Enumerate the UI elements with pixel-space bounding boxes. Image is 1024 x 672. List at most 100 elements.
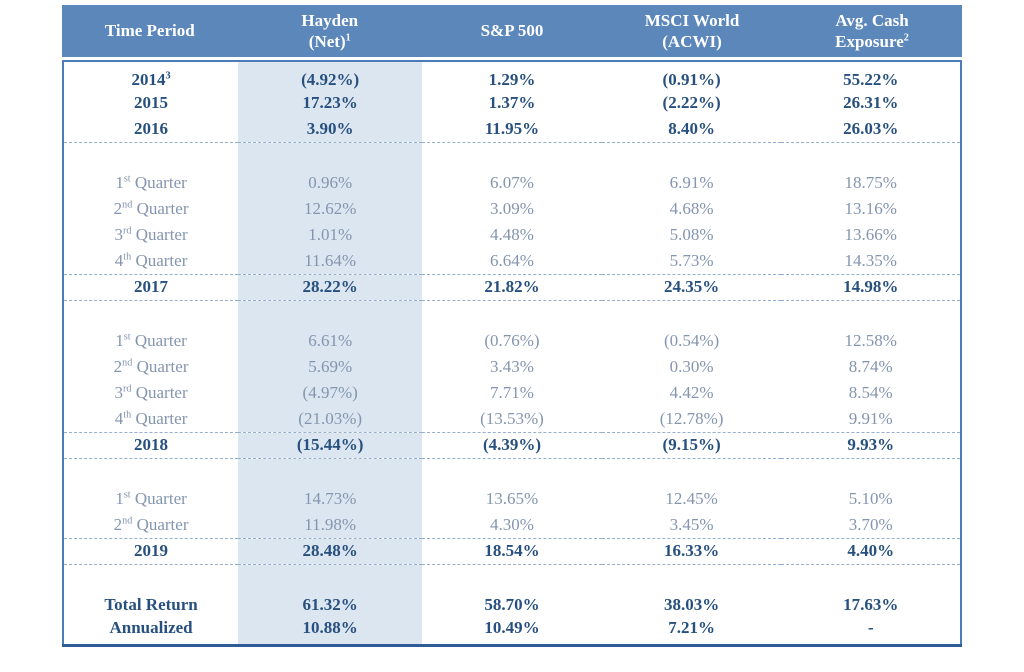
value-cell: (0.91%) (662, 70, 721, 89)
value-cell: 1.01% (238, 222, 423, 248)
period-cell: 3rd Quarter (114, 225, 188, 244)
period-cell: 2016 (63, 116, 239, 143)
column-header-label: Exposure2 (835, 32, 909, 51)
performance-table: Time Period Hayden (Net)1 S&P 500 MSCI World… (62, 5, 962, 647)
period-cell (63, 458, 238, 486)
value-cell: (4.97%) (238, 380, 423, 406)
period-cell: 2nd Quarter (63, 512, 239, 539)
period-cell: 2018 (63, 432, 239, 459)
value-cell: (21.03%) (238, 406, 423, 433)
table-row: 2nd Quarter 11.98% 4.30% 3.45% 3.70% (63, 512, 961, 539)
value-cell (238, 142, 423, 170)
period-cell: 1st Quarter (115, 489, 187, 508)
period-cell: 2017 (63, 274, 239, 301)
value-cell: 6.91% (669, 173, 714, 192)
period-cell: 1st Quarter (115, 331, 187, 350)
table-row: 3rd Quarter (4.97%) 7.71% 4.42% 8.54% (63, 380, 961, 406)
column-header-3: MSCI World (ACWI) (602, 5, 782, 57)
column-header-label: S&P 500 (480, 21, 544, 41)
value-cell: (2.22%) (662, 93, 721, 112)
value-cell: 3.09% (490, 199, 534, 218)
column-header-label: (Net)1 (308, 32, 351, 51)
value-cell: 6.61% (238, 328, 423, 354)
period-cell: 4th Quarter (63, 248, 239, 275)
value-cell: 21.82% (422, 274, 602, 301)
table-header-row: Time Period Hayden (Net)1 S&P 500 MSCI World… (62, 5, 962, 57)
value-cell: 55.22% (843, 70, 899, 89)
value-cell: 5.10% (848, 489, 893, 508)
superscript: th (123, 251, 132, 263)
value-cell (422, 458, 602, 486)
table-row: Total Return 61.32% 58.70% 38.03% 17.63% (63, 592, 961, 618)
value-cell: 17.23% (238, 90, 423, 116)
period-cell: 2015 (134, 93, 169, 112)
value-cell: 1.37% (488, 93, 536, 112)
value-cell: (0.76%) (484, 331, 540, 350)
table-row: 1st Quarter 14.73% 13.65% 12.45% 5.10% (63, 486, 961, 512)
value-cell (238, 300, 423, 328)
period-cell: 3rd Quarter (114, 383, 188, 402)
table-row: 2018 (15.44%) (4.39%) (9.15%) 9.93% (63, 432, 961, 459)
table-row: 2016 3.90% 11.95% 8.40% 26.03% (63, 116, 961, 143)
table-row: 2nd Quarter 5.69% 3.43% 0.30% 8.74% (63, 354, 961, 380)
value-cell: 14.35% (781, 248, 961, 275)
value-cell: 14.73% (238, 486, 423, 512)
value-cell: 11.98% (238, 512, 423, 539)
value-cell: 7.71% (490, 383, 534, 402)
table-row: 2019 28.48% 18.54% 16.33% 4.40% (63, 538, 961, 565)
value-cell: 14.98% (781, 274, 961, 301)
period-cell: 20143 (131, 70, 171, 89)
value-cell: 11.95% (422, 116, 602, 143)
column-header-label: (ACWI) (662, 32, 722, 51)
value-cell: 17.63% (843, 595, 899, 614)
table-row: 1st Quarter 0.96% 6.07% 6.91% 18.75% (63, 170, 961, 196)
value-cell: 7.21% (668, 618, 715, 637)
value-cell: 6.07% (490, 173, 534, 192)
value-cell: 12.62% (238, 196, 423, 222)
value-cell (422, 142, 602, 170)
value-cell: (4.39%) (422, 432, 602, 459)
value-cell: 5.08% (669, 225, 714, 244)
value-cell: 24.35% (601, 274, 782, 301)
value-cell: 28.48% (238, 538, 423, 565)
value-cell: 3.70% (781, 512, 961, 539)
value-cell: 5.69% (238, 354, 423, 380)
value-cell: 12.45% (665, 489, 718, 508)
superscript: nd (122, 357, 133, 369)
value-cell: - (867, 618, 874, 637)
column-header-label: MSCI World (644, 10, 740, 30)
value-cell: 3.45% (601, 512, 782, 539)
value-cell: 28.22% (238, 274, 423, 301)
value-cell: 4.68% (669, 199, 714, 218)
value-cell: 9.91% (781, 406, 961, 433)
footnote-superscript: 2 (903, 32, 909, 44)
table-row: 20143 (4.92%) 1.29% (0.91%) 55.22% (63, 61, 961, 90)
spacer-row (63, 300, 961, 328)
value-cell: 13.65% (485, 489, 539, 508)
value-cell: 18.75% (844, 173, 897, 192)
period-cell: 2019 (63, 538, 239, 565)
period-cell: 4th Quarter (63, 406, 239, 433)
value-cell: 4.40% (781, 538, 961, 565)
value-cell: 4.42% (669, 383, 714, 402)
value-cell: 58.70% (484, 595, 540, 614)
value-cell: 16.33% (601, 538, 782, 565)
value-cell: 10.88% (238, 618, 423, 646)
value-cell: 3.43% (490, 357, 534, 376)
column-header-label: Time Period (104, 21, 195, 41)
period-cell (63, 300, 238, 328)
value-cell (781, 458, 961, 486)
table-row: 3rd Quarter 1.01% 4.48% 5.08% 13.66% (63, 222, 961, 248)
value-cell: 1.29% (488, 70, 536, 89)
column-header-0: Time Period (62, 5, 238, 57)
value-cell: (9.15%) (601, 432, 782, 459)
value-cell: 3.90% (238, 116, 423, 143)
value-cell (238, 458, 423, 486)
column-header-label: Hayden (301, 10, 359, 30)
value-cell (781, 300, 961, 328)
column-header-label: Avg. Cash (835, 10, 909, 30)
column-header-4: Avg. Cash Exposure2 (782, 5, 962, 57)
value-cell (781, 142, 961, 170)
superscript: nd (122, 515, 133, 527)
value-cell: 26.31% (843, 93, 899, 112)
